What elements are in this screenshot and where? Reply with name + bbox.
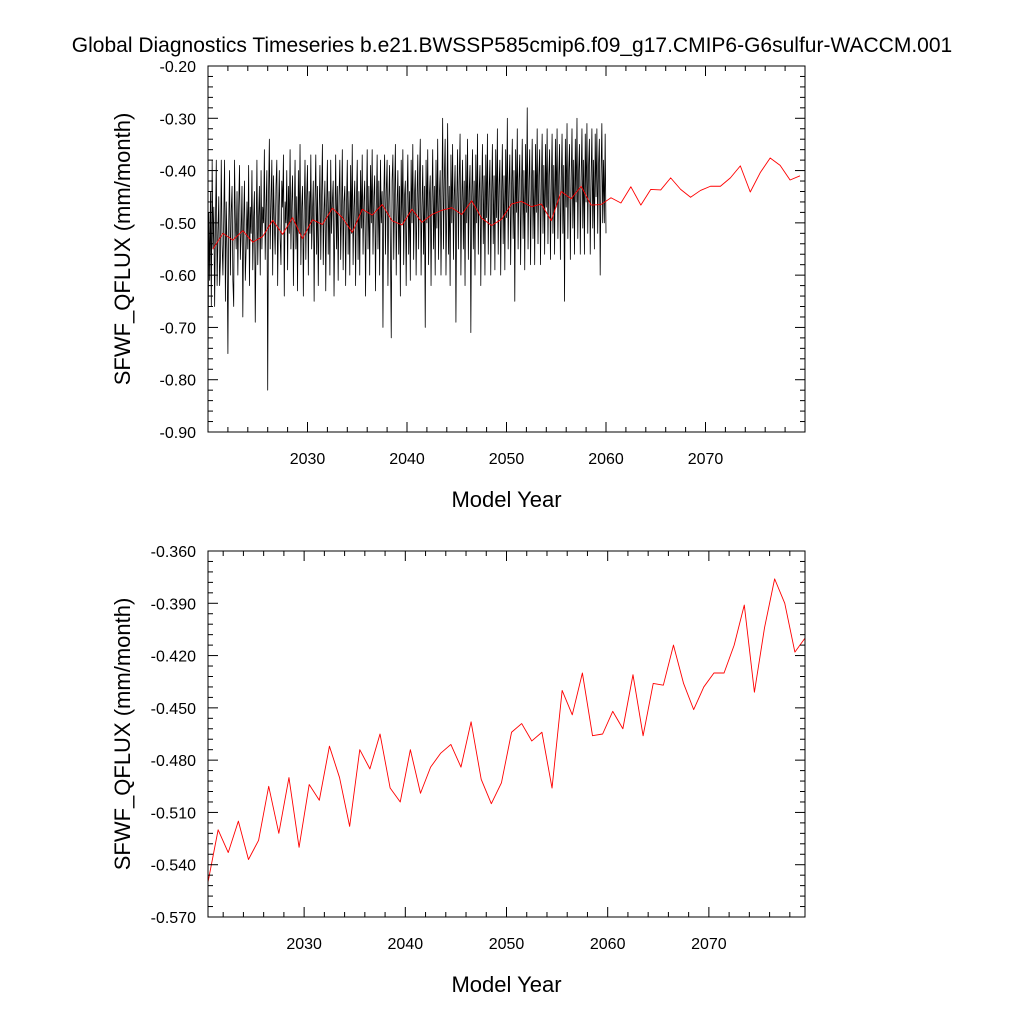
x-tick-label: 2060 — [588, 451, 624, 468]
series-layer — [208, 578, 805, 883]
y-tick-label: -0.540 — [151, 858, 196, 875]
y-tick-label: -0.20 — [160, 59, 197, 76]
y-tick-label: -0.30 — [160, 111, 197, 128]
y-tick-label: -0.360 — [151, 544, 196, 561]
panel-annual: 2030 2040 2050 2060 2070 -0.570 -0.540 -0.510 -0… — [110, 544, 806, 997]
y-tick-label: -0.450 — [151, 701, 196, 718]
ticks-layer: 2030 2040 2050 2060 2070 -0.570 -0.540 -0.510 -0… — [151, 544, 805, 953]
x-tick-label: 2030 — [290, 451, 326, 468]
x-tick-label: 2050 — [489, 936, 525, 953]
y-tick-label: -0.90 — [160, 425, 197, 442]
y-tick-label: -0.420 — [151, 649, 196, 666]
y-tick-label: -0.390 — [151, 596, 196, 613]
x-tick-label: 2040 — [388, 936, 424, 953]
annual-mean-line — [208, 578, 805, 883]
x-axis-title: Model Year — [451, 972, 561, 997]
y-tick-label: -0.50 — [160, 216, 197, 233]
y-tick-label: -0.60 — [160, 268, 197, 285]
y-tick-label: -0.80 — [160, 373, 197, 390]
ticks-layer: 2030 2040 2050 2060 2070 -0.90 -0.80 -0.70 -0.60… — [160, 59, 805, 468]
x-tick-label: 2030 — [286, 936, 322, 953]
x-tick-label: 2070 — [688, 451, 724, 468]
panel-monthly-annual: 2030 2040 2050 2060 2070 -0.90 -0.80 -0.70 -0.60… — [110, 59, 806, 512]
y-tick-label: -0.510 — [151, 805, 196, 822]
y-tick-label: -0.70 — [160, 320, 197, 337]
x-tick-label: 2070 — [691, 936, 727, 953]
x-axis-title: Model Year — [451, 487, 561, 512]
annual-mean-line — [212, 157, 801, 250]
x-tick-label: 2040 — [389, 451, 425, 468]
x-tick-label: 2060 — [590, 936, 626, 953]
y-axis-title: SFWF_QFLUX (mm/month) — [110, 598, 135, 871]
chart-title: Global Diagnostics Timeseries b.e21.BWSS… — [72, 34, 952, 57]
x-tick-label: 2050 — [489, 451, 525, 468]
y-tick-label: -0.40 — [160, 164, 197, 181]
y-tick-label: -0.480 — [151, 753, 196, 770]
y-axis-title: SFWF_QFLUX (mm/month) — [110, 113, 135, 386]
y-tick-label: -0.570 — [151, 910, 196, 927]
series-layer — [208, 107, 801, 391]
